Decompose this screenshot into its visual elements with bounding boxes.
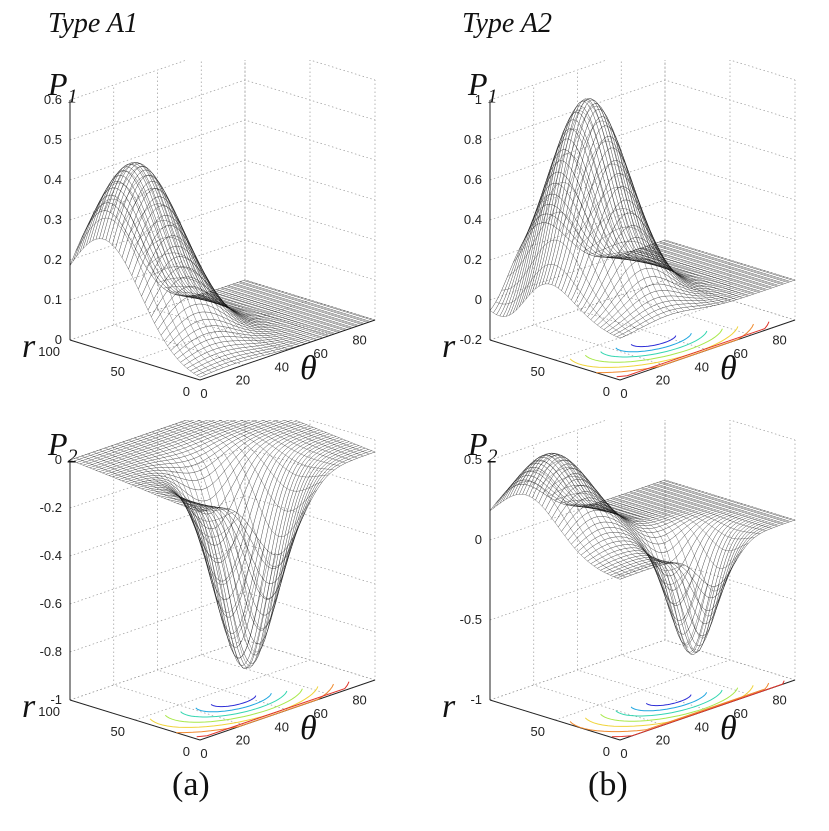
r-tick-label: 50	[531, 724, 545, 739]
z-tick-label: 0.2	[464, 252, 482, 267]
caption-b: (b)	[588, 766, 628, 803]
r-axis-label: r	[22, 688, 36, 725]
r-tick-label: 0	[603, 744, 610, 759]
chart-p1-type-a2: -0.2 0 0.2 0.4 0.6 0.8 1 0 20 40 60 80 0 50 P1 r θ	[420, 60, 820, 420]
z-axis-label: P1	[48, 66, 78, 108]
theta-axis-label: θ	[300, 350, 317, 387]
z-tick-label: 0.2	[44, 252, 62, 267]
r-tick-label: 0	[603, 384, 610, 399]
axes	[69, 100, 376, 381]
z-tick-label: 0.3	[44, 212, 62, 227]
contour-lines	[149, 681, 350, 738]
chart-p2-type-a2: -1 -0.5 0 0.5 0 20 40 60 80 0 50 P2 r θ	[420, 420, 820, 780]
theta-tick-label: 20	[656, 733, 670, 748]
surface-mesh	[69, 162, 376, 378]
surface-plot-svg: -1 -0.5 0 0.5 0 20 40 60 80 0 50	[460, 420, 796, 761]
z-tick-label: 0.4	[464, 212, 482, 227]
theta-tick-label: 80	[352, 333, 366, 348]
caption-a: (a)	[172, 766, 210, 803]
theta-tick-label: 0	[620, 746, 627, 761]
r-tick-label: 100	[38, 344, 60, 359]
grid-lines	[69, 60, 376, 381]
z-tick-label: 0.5	[44, 132, 62, 147]
theta-axis-label: θ	[720, 710, 737, 747]
z-tick-label: 0	[55, 332, 62, 347]
z-axis-label: P2	[468, 426, 498, 468]
theta-axis-label: θ	[720, 350, 737, 387]
theta-tick-label: 40	[275, 359, 289, 374]
theta-tick-label: 40	[695, 359, 709, 374]
theta-tick-label: 40	[275, 719, 289, 734]
z-tick-label: 0.8	[464, 132, 482, 147]
axes	[489, 460, 796, 741]
r-axis-label: r	[442, 328, 456, 365]
z-tick-label: -0.8	[40, 644, 62, 659]
z-tick-label: 0.6	[44, 92, 62, 107]
column-title-a2: Type A2	[462, 8, 552, 39]
z-tick-label: -1	[50, 692, 62, 707]
theta-tick-label: 60	[313, 706, 327, 721]
surface-plot-svg: 0 0.1 0.2 0.3 0.4 0.5 0.6 0 20 40 60 80 0 50 100	[38, 60, 376, 401]
theta-tick-label: 60	[733, 346, 747, 361]
r-tick-label: 50	[531, 364, 545, 379]
z-tick-label: -0.4	[40, 548, 62, 563]
theta-tick-label: 60	[733, 706, 747, 721]
z-tick-label: -0.2	[40, 500, 62, 515]
surface-mesh	[489, 98, 796, 339]
theta-tick-label: 20	[656, 373, 670, 388]
surface-mesh	[489, 452, 796, 656]
theta-tick-label: 0	[200, 386, 207, 401]
r-axis-label: r	[442, 688, 456, 725]
r-axis-label: r	[22, 328, 36, 365]
theta-tick-label: 0	[620, 386, 627, 401]
theta-tick-label: 60	[313, 346, 327, 361]
theta-tick-label: 20	[236, 373, 250, 388]
z-tick-label: 0.6	[464, 172, 482, 187]
surface-mesh	[69, 420, 376, 670]
z-tick-label: 0	[475, 292, 482, 307]
contour-lines	[569, 321, 770, 378]
z-tick-label: -0.2	[460, 332, 482, 347]
r-tick-label: 0	[183, 384, 190, 399]
theta-tick-label: 80	[772, 693, 786, 708]
chart-p1-type-a1: 0 0.1 0.2 0.3 0.4 0.5 0.6 0 20 40 60 80 0 50 100 P1 r θ	[0, 60, 400, 420]
r-tick-label: 50	[111, 724, 125, 739]
theta-tick-label: 0	[200, 746, 207, 761]
z-tick-label: 0.1	[44, 292, 62, 307]
column-title-a1: Type A1	[48, 8, 138, 39]
z-tick-label: 0.4	[44, 172, 62, 187]
z-tick-label: 0	[55, 452, 62, 467]
theta-axis-label: θ	[300, 710, 317, 747]
theta-tick-label: 40	[695, 719, 709, 734]
surface-plot-svg: -0.2 0 0.2 0.4 0.6 0.8 1 0 20 40 60 80 0 50	[460, 60, 796, 401]
r-tick-label: 100	[38, 704, 60, 719]
z-tick-label: -0.5	[460, 612, 482, 627]
z-axis-label: P2	[48, 426, 78, 468]
theta-tick-label: 80	[352, 693, 366, 708]
z-tick-label: 0	[475, 532, 482, 547]
z-axis-label: P1	[468, 66, 498, 108]
r-tick-label: 50	[111, 364, 125, 379]
contour-lines	[569, 680, 785, 738]
z-tick-label: 0.5	[464, 452, 482, 467]
theta-tick-label: 20	[236, 733, 250, 748]
z-tick-label: 1	[475, 92, 482, 107]
z-tick-label: -0.6	[40, 596, 62, 611]
theta-tick-label: 80	[772, 333, 786, 348]
z-tick-label: -1	[470, 692, 482, 707]
chart-p2-type-a1: -1 -0.8 -0.6 -0.4 -0.2 0 0 20 40 60 80 0 50 100 P2 r θ	[0, 420, 400, 780]
r-tick-label: 0	[183, 744, 190, 759]
grid-lines	[489, 420, 796, 741]
